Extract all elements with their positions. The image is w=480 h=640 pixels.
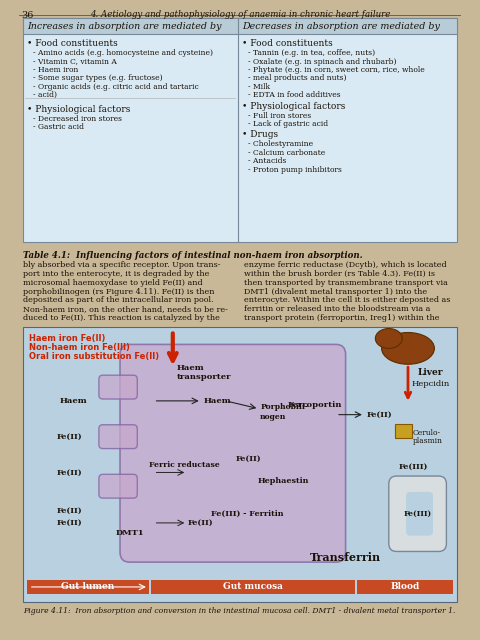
- Text: Decreases in absorption are mediated by: Decreases in absorption are mediated by: [242, 22, 440, 31]
- Ellipse shape: [382, 333, 434, 364]
- Text: Ferric reductase: Ferric reductase: [149, 461, 219, 470]
- Text: - Decreased iron stores: - Decreased iron stores: [33, 115, 121, 123]
- Text: port into the enterocyte, it is degraded by the: port into the enterocyte, it is degraded…: [23, 270, 209, 278]
- Text: enterocyte. Within the cell it is either deposited as: enterocyte. Within the cell it is either…: [244, 296, 450, 305]
- Text: plasmin: plasmin: [413, 437, 443, 445]
- Text: Gut lumen: Gut lumen: [61, 582, 114, 591]
- FancyBboxPatch shape: [151, 580, 355, 594]
- FancyBboxPatch shape: [23, 19, 457, 241]
- Text: - Amino acids (e.g. homocysteine and cysteine): - Amino acids (e.g. homocysteine and cys…: [33, 49, 213, 57]
- Text: duced to Fe(II). This reaction is catalyzed by the: duced to Fe(II). This reaction is cataly…: [23, 314, 220, 322]
- Text: Fe(III): Fe(III): [398, 463, 428, 471]
- Text: within the brush border (rs Table 4.3). Fe(II) is: within the brush border (rs Table 4.3). …: [244, 270, 435, 278]
- Text: • Food constituents: • Food constituents: [27, 39, 118, 48]
- Ellipse shape: [375, 328, 402, 348]
- FancyBboxPatch shape: [389, 476, 446, 552]
- Text: ferritin or released into the bloodstream via a: ferritin or released into the bloodstrea…: [244, 305, 430, 313]
- Text: - Haem iron: - Haem iron: [33, 66, 78, 74]
- Text: - Lack of gastric acid: - Lack of gastric acid: [248, 120, 328, 128]
- Text: Ferroportin: Ferroportin: [288, 401, 343, 409]
- Text: transporter: transporter: [177, 373, 231, 381]
- Text: DMT1 (divalent metal transporter 1) into the: DMT1 (divalent metal transporter 1) into…: [244, 287, 427, 296]
- Text: - Some sugar types (e.g. fructose): - Some sugar types (e.g. fructose): [33, 74, 162, 83]
- Text: Non-haem iron Fe(III): Non-haem iron Fe(III): [29, 344, 130, 353]
- Text: Non-haem iron, on the other hand, needs to be re-: Non-haem iron, on the other hand, needs …: [23, 305, 228, 313]
- Text: - Gastric acid: - Gastric acid: [33, 123, 84, 131]
- Text: Fe(II): Fe(II): [57, 433, 82, 441]
- Text: - Cholestyramine: - Cholestyramine: [248, 140, 313, 148]
- Text: then transported by transmembrane transport via: then transported by transmembrane transp…: [244, 279, 448, 287]
- Text: - Proton pump inhibitors: - Proton pump inhibitors: [248, 166, 342, 173]
- Text: microsomal haemoxydase to yield Fe(II) and: microsomal haemoxydase to yield Fe(II) a…: [23, 279, 203, 287]
- Text: - EDTA in food additives: - EDTA in food additives: [248, 92, 340, 99]
- Text: Haem: Haem: [60, 397, 87, 405]
- Text: Fe(II): Fe(II): [187, 519, 213, 527]
- Text: deposited as part of the intracellular iron pool.: deposited as part of the intracellular i…: [23, 296, 214, 305]
- Text: Hepcidin: Hepcidin: [412, 380, 450, 388]
- Text: • Physiological factors: • Physiological factors: [242, 102, 345, 111]
- Text: Increases in absorption are mediated by: Increases in absorption are mediated by: [27, 22, 221, 31]
- Text: Haem: Haem: [177, 364, 204, 372]
- Text: Cerulo-: Cerulo-: [413, 429, 441, 437]
- Text: Gut mucosa: Gut mucosa: [223, 582, 283, 591]
- Text: - meal products and nuts): - meal products and nuts): [248, 74, 346, 83]
- Text: - Full iron stores: - Full iron stores: [248, 111, 311, 120]
- Text: - Milk: - Milk: [248, 83, 270, 91]
- FancyBboxPatch shape: [120, 344, 346, 562]
- FancyBboxPatch shape: [99, 425, 137, 449]
- FancyBboxPatch shape: [357, 580, 453, 594]
- Text: Table 4.1:  Influencing factors of intestinal non-haem iron absorption.: Table 4.1: Influencing factors of intest…: [23, 250, 363, 260]
- Text: bly absorbed via a specific receptor. Upon trans-: bly absorbed via a specific receptor. Up…: [23, 262, 220, 269]
- Text: Fe(II): Fe(II): [235, 454, 261, 463]
- Text: - Calcium carbonate: - Calcium carbonate: [248, 149, 325, 157]
- Text: • Physiological factors: • Physiological factors: [27, 105, 130, 114]
- Text: Fe(III): Fe(III): [404, 509, 432, 518]
- Text: Figure 4.11:  Iron absorption and conversion in the intestinal mucosa cell. DMT1: Figure 4.11: Iron absorption and convers…: [23, 607, 456, 615]
- Text: transport protein (ferroportin, Ireg1) within the: transport protein (ferroportin, Ireg1) w…: [244, 314, 439, 322]
- FancyBboxPatch shape: [27, 580, 149, 594]
- FancyBboxPatch shape: [23, 19, 457, 34]
- Text: nogen: nogen: [260, 413, 287, 420]
- Text: Oral iron substitution Fe(II): Oral iron substitution Fe(II): [29, 353, 159, 362]
- Text: Fe(II): Fe(II): [57, 468, 82, 476]
- Text: Fe(II): Fe(II): [367, 411, 392, 419]
- FancyBboxPatch shape: [406, 492, 433, 536]
- Text: porphobilinogen (rs Figure 4.11). Fe(II) is then: porphobilinogen (rs Figure 4.11). Fe(II)…: [23, 287, 215, 296]
- FancyBboxPatch shape: [395, 424, 412, 438]
- Text: Liver: Liver: [418, 368, 443, 377]
- FancyBboxPatch shape: [99, 474, 137, 498]
- Text: - Vitamin C, vitamin A: - Vitamin C, vitamin A: [33, 58, 117, 65]
- Text: - Phytate (e.g. in corn, sweet corn, rice, whole: - Phytate (e.g. in corn, sweet corn, ric…: [248, 66, 424, 74]
- Text: • Drugs: • Drugs: [242, 131, 278, 140]
- Text: 36: 36: [21, 12, 34, 20]
- Text: Haem iron Fe(II): Haem iron Fe(II): [29, 335, 105, 344]
- Text: - Oxalate (e.g. in spinach and rhubarb): - Oxalate (e.g. in spinach and rhubarb): [248, 58, 396, 65]
- Text: • Food constituents: • Food constituents: [242, 39, 333, 48]
- Text: Transferrin: Transferrin: [310, 552, 381, 563]
- Text: DMT1: DMT1: [115, 529, 144, 537]
- Text: - Tannin (e.g. in tea, coffee, nuts): - Tannin (e.g. in tea, coffee, nuts): [248, 49, 375, 57]
- FancyBboxPatch shape: [99, 375, 137, 399]
- Text: 4. Aetiology and pathophysiology of anaemia in chronic heart failure: 4. Aetiology and pathophysiology of anae…: [90, 10, 390, 19]
- Text: Haem: Haem: [204, 397, 231, 405]
- Text: - acid): - acid): [33, 92, 57, 99]
- Text: Fe(II): Fe(II): [57, 507, 82, 515]
- Text: enzyme ferric reductase (Dcytb), which is located: enzyme ferric reductase (Dcytb), which i…: [244, 262, 446, 269]
- Text: Blood: Blood: [391, 582, 420, 591]
- FancyBboxPatch shape: [23, 326, 457, 602]
- Text: - Organic acids (e.g. citric acid and tartaric: - Organic acids (e.g. citric acid and ta…: [33, 83, 198, 91]
- Text: Fe(III) - Ferritin: Fe(III) - Ferritin: [211, 509, 284, 518]
- Text: Fe(II): Fe(II): [57, 519, 82, 527]
- Text: Hephaestin: Hephaestin: [257, 477, 309, 484]
- Text: Porphobili-: Porphobili-: [260, 403, 308, 411]
- Text: - Antacids: - Antacids: [248, 157, 286, 165]
